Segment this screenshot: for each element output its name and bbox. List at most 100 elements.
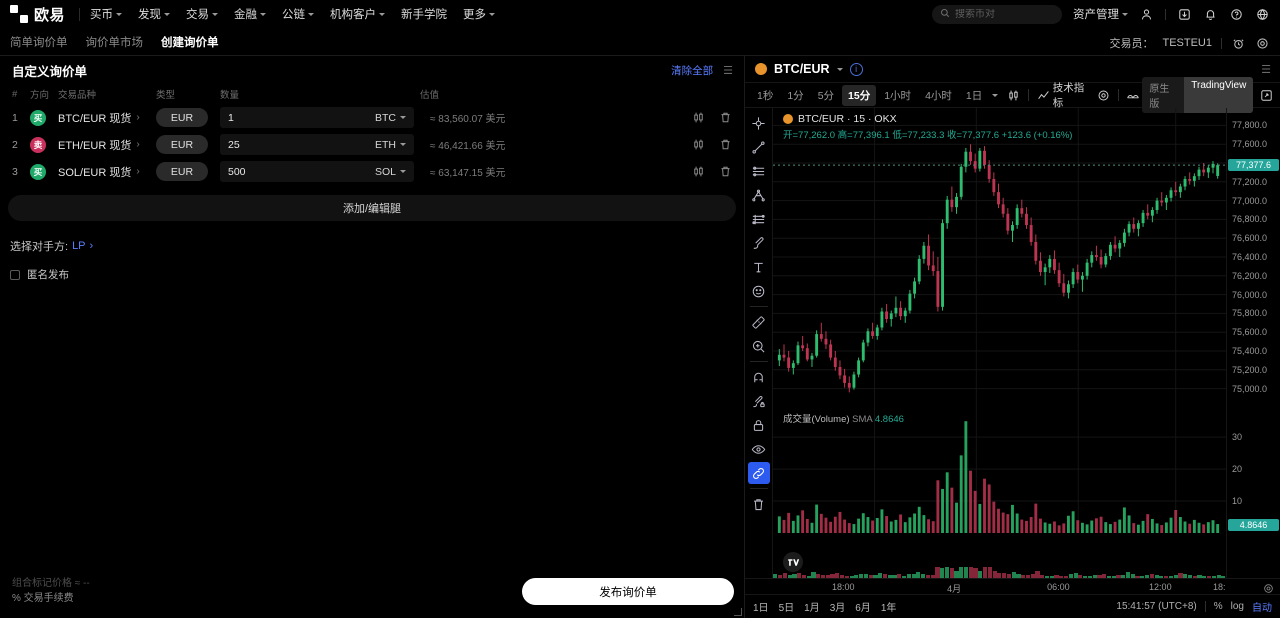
chart-type-icon[interactable] <box>1006 88 1021 103</box>
draw-lock-icon[interactable] <box>748 390 770 412</box>
range-1d[interactable]: 1日 <box>753 603 769 614</box>
fullscreen-icon[interactable] <box>1259 88 1274 103</box>
quantity-field[interactable]: BTC <box>220 107 414 128</box>
quantity-input[interactable] <box>228 165 375 178</box>
chevron-right-icon[interactable]: › <box>89 240 94 252</box>
delete-icon[interactable] <box>719 111 732 124</box>
direction-badge-buy[interactable]: 买 <box>30 109 46 126</box>
nav-item-trade[interactable]: 交易 <box>186 6 219 22</box>
timeframe-4h[interactable]: 4小时 <box>925 89 952 102</box>
magnet-icon[interactable] <box>748 366 770 388</box>
type-pill-button[interactable]: EUR <box>156 135 208 154</box>
fib-retracement-icon[interactable] <box>748 208 770 230</box>
lock-icon[interactable] <box>748 414 770 436</box>
quantity-field[interactable]: SOL <box>220 161 414 182</box>
row-symbol[interactable]: BTC/EUR 现货 › <box>58 110 156 126</box>
anonymous-checkbox[interactable] <box>10 269 20 280</box>
brush-icon[interactable] <box>748 232 770 254</box>
price-axis[interactable]: 77,800.077,600.077,400.077,200.077,000.0… <box>1226 108 1280 578</box>
settings-icon[interactable] <box>1255 36 1270 51</box>
time-axis-settings-icon[interactable] <box>1263 581 1274 599</box>
view-native[interactable]: 原生版 <box>1149 84 1170 110</box>
candlestick-icon[interactable] <box>692 111 705 124</box>
unit-selector[interactable]: SOL <box>375 166 406 178</box>
nav-item-chain[interactable]: 公链 <box>282 6 315 22</box>
candlestick-icon[interactable] <box>692 165 705 178</box>
range-6m[interactable]: 6月 <box>855 603 871 614</box>
chart-settings-icon[interactable] <box>1096 88 1111 103</box>
zoom-in-icon[interactable] <box>748 335 770 357</box>
trash-icon[interactable] <box>748 493 770 515</box>
nav-item-academy[interactable]: 新手学院 <box>401 6 447 22</box>
unit-selector[interactable]: BTC <box>375 112 406 124</box>
log-scale-toggle[interactable]: log <box>1230 601 1244 612</box>
chart-mini-navigator[interactable] <box>773 567 1226 578</box>
info-icon[interactable]: i <box>849 62 863 76</box>
download-icon[interactable] <box>1177 7 1192 22</box>
view-tradingview[interactable]: TradingView <box>1184 77 1254 113</box>
timeframe-1m[interactable]: 1分 <box>787 89 804 102</box>
auto-scale-toggle[interactable]: 自动 <box>1252 603 1272 614</box>
publish-rfq-button[interactable]: 发布询价单 <box>522 578 734 605</box>
eye-icon[interactable] <box>748 438 770 460</box>
user-icon[interactable] <box>1139 7 1154 22</box>
row-symbol[interactable]: ETH/EUR 现货 › <box>58 137 156 153</box>
type-pill-button[interactable]: EUR <box>156 108 208 127</box>
emoji-icon[interactable] <box>748 280 770 302</box>
timeframe-1s[interactable]: 1秒 <box>757 89 774 102</box>
tab-rfq-market[interactable]: 询价单市场 <box>85 37 144 49</box>
clear-all-button[interactable]: 清除全部 <box>671 64 714 77</box>
direction-badge-buy[interactable]: 买 <box>30 163 46 180</box>
nav-item-asset-management[interactable]: 资产管理 <box>1073 6 1128 22</box>
unit-selector[interactable]: ETH <box>375 139 406 151</box>
horizontal-lines-icon[interactable] <box>748 160 770 182</box>
nav-item-institutional[interactable]: 机构客户 <box>330 6 386 22</box>
indicators-button[interactable]: 技术指标 <box>1052 82 1085 109</box>
anonymous-publish-row[interactable]: 匿名发布 <box>10 267 744 282</box>
tab-create-rfq[interactable]: 创建询价单 <box>161 37 219 49</box>
globe-icon[interactable] <box>1255 7 1270 22</box>
percent-scale-toggle[interactable]: % <box>1213 601 1223 612</box>
timeframe-15m[interactable]: 15分 <box>842 84 877 106</box>
row-direction[interactable]: 卖 <box>30 136 58 153</box>
indicators-icon[interactable] <box>1036 88 1051 103</box>
counterparty-value[interactable]: LP <box>72 240 86 252</box>
ruler-icon[interactable] <box>748 311 770 333</box>
delete-icon[interactable] <box>719 138 732 151</box>
direction-badge-sell[interactable]: 卖 <box>30 136 46 153</box>
trend-line-icon[interactable] <box>748 136 770 158</box>
delete-icon[interactable] <box>719 165 732 178</box>
search-box[interactable] <box>932 4 1062 24</box>
candlestick-icon[interactable] <box>692 138 705 151</box>
row-symbol[interactable]: SOL/EUR 现货 › <box>58 164 156 180</box>
quantity-field[interactable]: ETH <box>220 134 414 155</box>
text-icon[interactable] <box>748 256 770 278</box>
quantity-input[interactable] <box>228 138 375 151</box>
link-icon[interactable] <box>747 462 770 484</box>
time-axis[interactable]: 18:00 4月 06:00 12:00 18: <box>745 578 1280 594</box>
crosshair-icon[interactable] <box>748 112 770 134</box>
timeframe-1h[interactable]: 1小时 <box>884 89 912 102</box>
nav-item-discover[interactable]: 发现 <box>138 6 171 22</box>
range-1m[interactable]: 1月 <box>804 603 820 614</box>
type-pill-button[interactable]: EUR <box>156 162 208 181</box>
help-icon[interactable] <box>1229 7 1244 22</box>
nav-item-finance[interactable]: 金融 <box>234 6 267 22</box>
alarm-icon[interactable] <box>1231 36 1246 51</box>
range-1y[interactable]: 1年 <box>880 603 897 614</box>
pitchfork-icon[interactable] <box>748 184 770 206</box>
tab-simple-rfq[interactable]: 简单询价单 <box>10 37 68 49</box>
range-5d[interactable]: 5日 <box>778 603 795 614</box>
panel-menu-icon[interactable]: ☰ <box>723 64 733 77</box>
chart-canvas[interactable]: BTC/EUR · 15 · OKX 开=77,262.0 高=77,396.1… <box>773 108 1226 578</box>
panel-resize-handle[interactable] <box>734 608 742 616</box>
nav-item-more[interactable]: 更多 <box>463 6 496 22</box>
search-input[interactable] <box>955 8 1054 20</box>
bell-icon[interactable] <box>1203 7 1218 22</box>
chevron-down-icon[interactable] <box>992 93 999 97</box>
chart-view-toggle[interactable]: 原生版 TradingView <box>1142 77 1254 113</box>
timeframe-5m[interactable]: 5分 <box>817 89 835 102</box>
row-direction[interactable]: 买 <box>30 163 58 180</box>
timeframe-1d[interactable]: 1日 <box>965 89 983 102</box>
nav-item-buy[interactable]: 买币 <box>90 6 123 22</box>
